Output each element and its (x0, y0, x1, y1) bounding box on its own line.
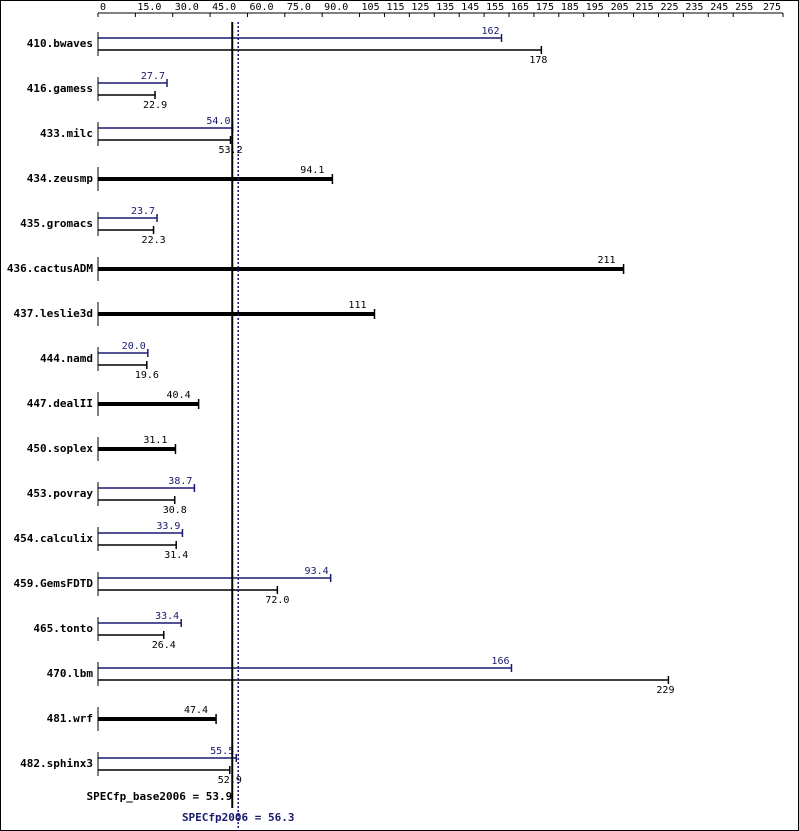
x-tick-label: 90.0 (324, 2, 348, 13)
x-tick-label: 225 (660, 2, 678, 13)
x-tick-label: 105 (362, 2, 380, 13)
peak-value-label: 33.4 (155, 611, 179, 622)
benchmark-label: 470.lbm (47, 667, 94, 680)
x-tick-label: 165 (511, 2, 529, 13)
x-tick-label: 175 (536, 2, 554, 13)
x-tick-label: 195 (586, 2, 604, 13)
x-tick-label: 255 (735, 2, 753, 13)
benchmark-label: 434.zeusmp (27, 172, 94, 185)
peak-value-label: 162 (481, 26, 499, 37)
x-tick-label: 15.0 (137, 2, 161, 13)
benchmark-label: 447.dealII (27, 397, 93, 410)
benchmark-label: 435.gromacs (20, 217, 93, 230)
peak-summary-label: SPECfp2006 = 56.3 (182, 811, 295, 824)
base-value-label: 94.1 (300, 165, 324, 176)
x-tick-label: 275 (763, 2, 781, 13)
base-value-label: 229 (656, 685, 674, 696)
x-tick-label: 30.0 (175, 2, 199, 13)
base-value-label: 31.1 (143, 435, 167, 446)
x-tick-label: 135 (436, 2, 454, 13)
benchmark-label: 450.soplex (27, 442, 94, 455)
x-tick-label: 125 (411, 2, 429, 13)
x-tick-label: 75.0 (287, 2, 311, 13)
base-value-label: 211 (598, 255, 616, 266)
base-value-label: 47.4 (184, 705, 208, 716)
base-value-label: 30.8 (163, 505, 187, 516)
x-tick-label: 0 (100, 2, 106, 13)
benchmark-label: 437.leslie3d (14, 307, 93, 320)
benchmark-label: 482.sphinx3 (20, 757, 93, 770)
benchmark-label: 410.bwaves (27, 37, 93, 50)
peak-value-label: 93.4 (305, 566, 329, 577)
peak-value-label: 55.5 (210, 746, 234, 757)
base-value-label: 22.9 (143, 100, 167, 111)
base-value-label: 53.2 (219, 145, 243, 156)
benchmark-label: 453.povray (27, 487, 94, 500)
x-tick-label: 115 (386, 2, 404, 13)
x-tick-label: 215 (636, 2, 654, 13)
x-tick-label: 155 (486, 2, 504, 13)
benchmark-label: 444.namd (40, 352, 93, 365)
base-value-label: 52.9 (218, 775, 242, 786)
base-value-label: 72.0 (265, 595, 289, 606)
benchmark-label: 416.gamess (27, 82, 93, 95)
x-tick-label: 205 (611, 2, 629, 13)
x-tick-label: 235 (685, 2, 703, 13)
benchmark-label: 436.cactusADM (7, 262, 93, 275)
peak-value-label: 27.7 (141, 71, 165, 82)
base-value-label: 40.4 (167, 390, 191, 401)
x-tick-label: 245 (710, 2, 728, 13)
base-value-label: 31.4 (164, 550, 188, 561)
x-tick-label: 185 (561, 2, 579, 13)
peak-value-label: 23.7 (131, 206, 155, 217)
x-tick-label: 145 (461, 2, 479, 13)
base-value-label: 22.3 (142, 235, 166, 246)
peak-value-label: 20.0 (122, 341, 146, 352)
benchmark-label: 433.milc (40, 127, 93, 140)
benchmark-label: 459.GemsFDTD (14, 577, 94, 590)
base-value-label: 111 (348, 300, 366, 311)
base-summary-label: SPECfp_base2006 = 53.9 (87, 790, 233, 803)
base-value-label: 178 (529, 55, 547, 66)
x-tick-label: 45.0 (212, 2, 236, 13)
peak-value-label: 38.7 (168, 476, 192, 487)
benchmark-label: 465.tonto (33, 622, 93, 635)
benchmark-label: 454.calculix (14, 532, 94, 545)
peak-value-label: 166 (491, 656, 509, 667)
base-value-label: 19.6 (135, 370, 159, 381)
base-value-label: 26.4 (152, 640, 176, 651)
benchmark-label: 481.wrf (47, 712, 93, 725)
peak-value-label: 33.9 (156, 521, 180, 532)
peak-value-label: 54.0 (206, 116, 230, 127)
x-tick-label: 60.0 (249, 2, 273, 13)
